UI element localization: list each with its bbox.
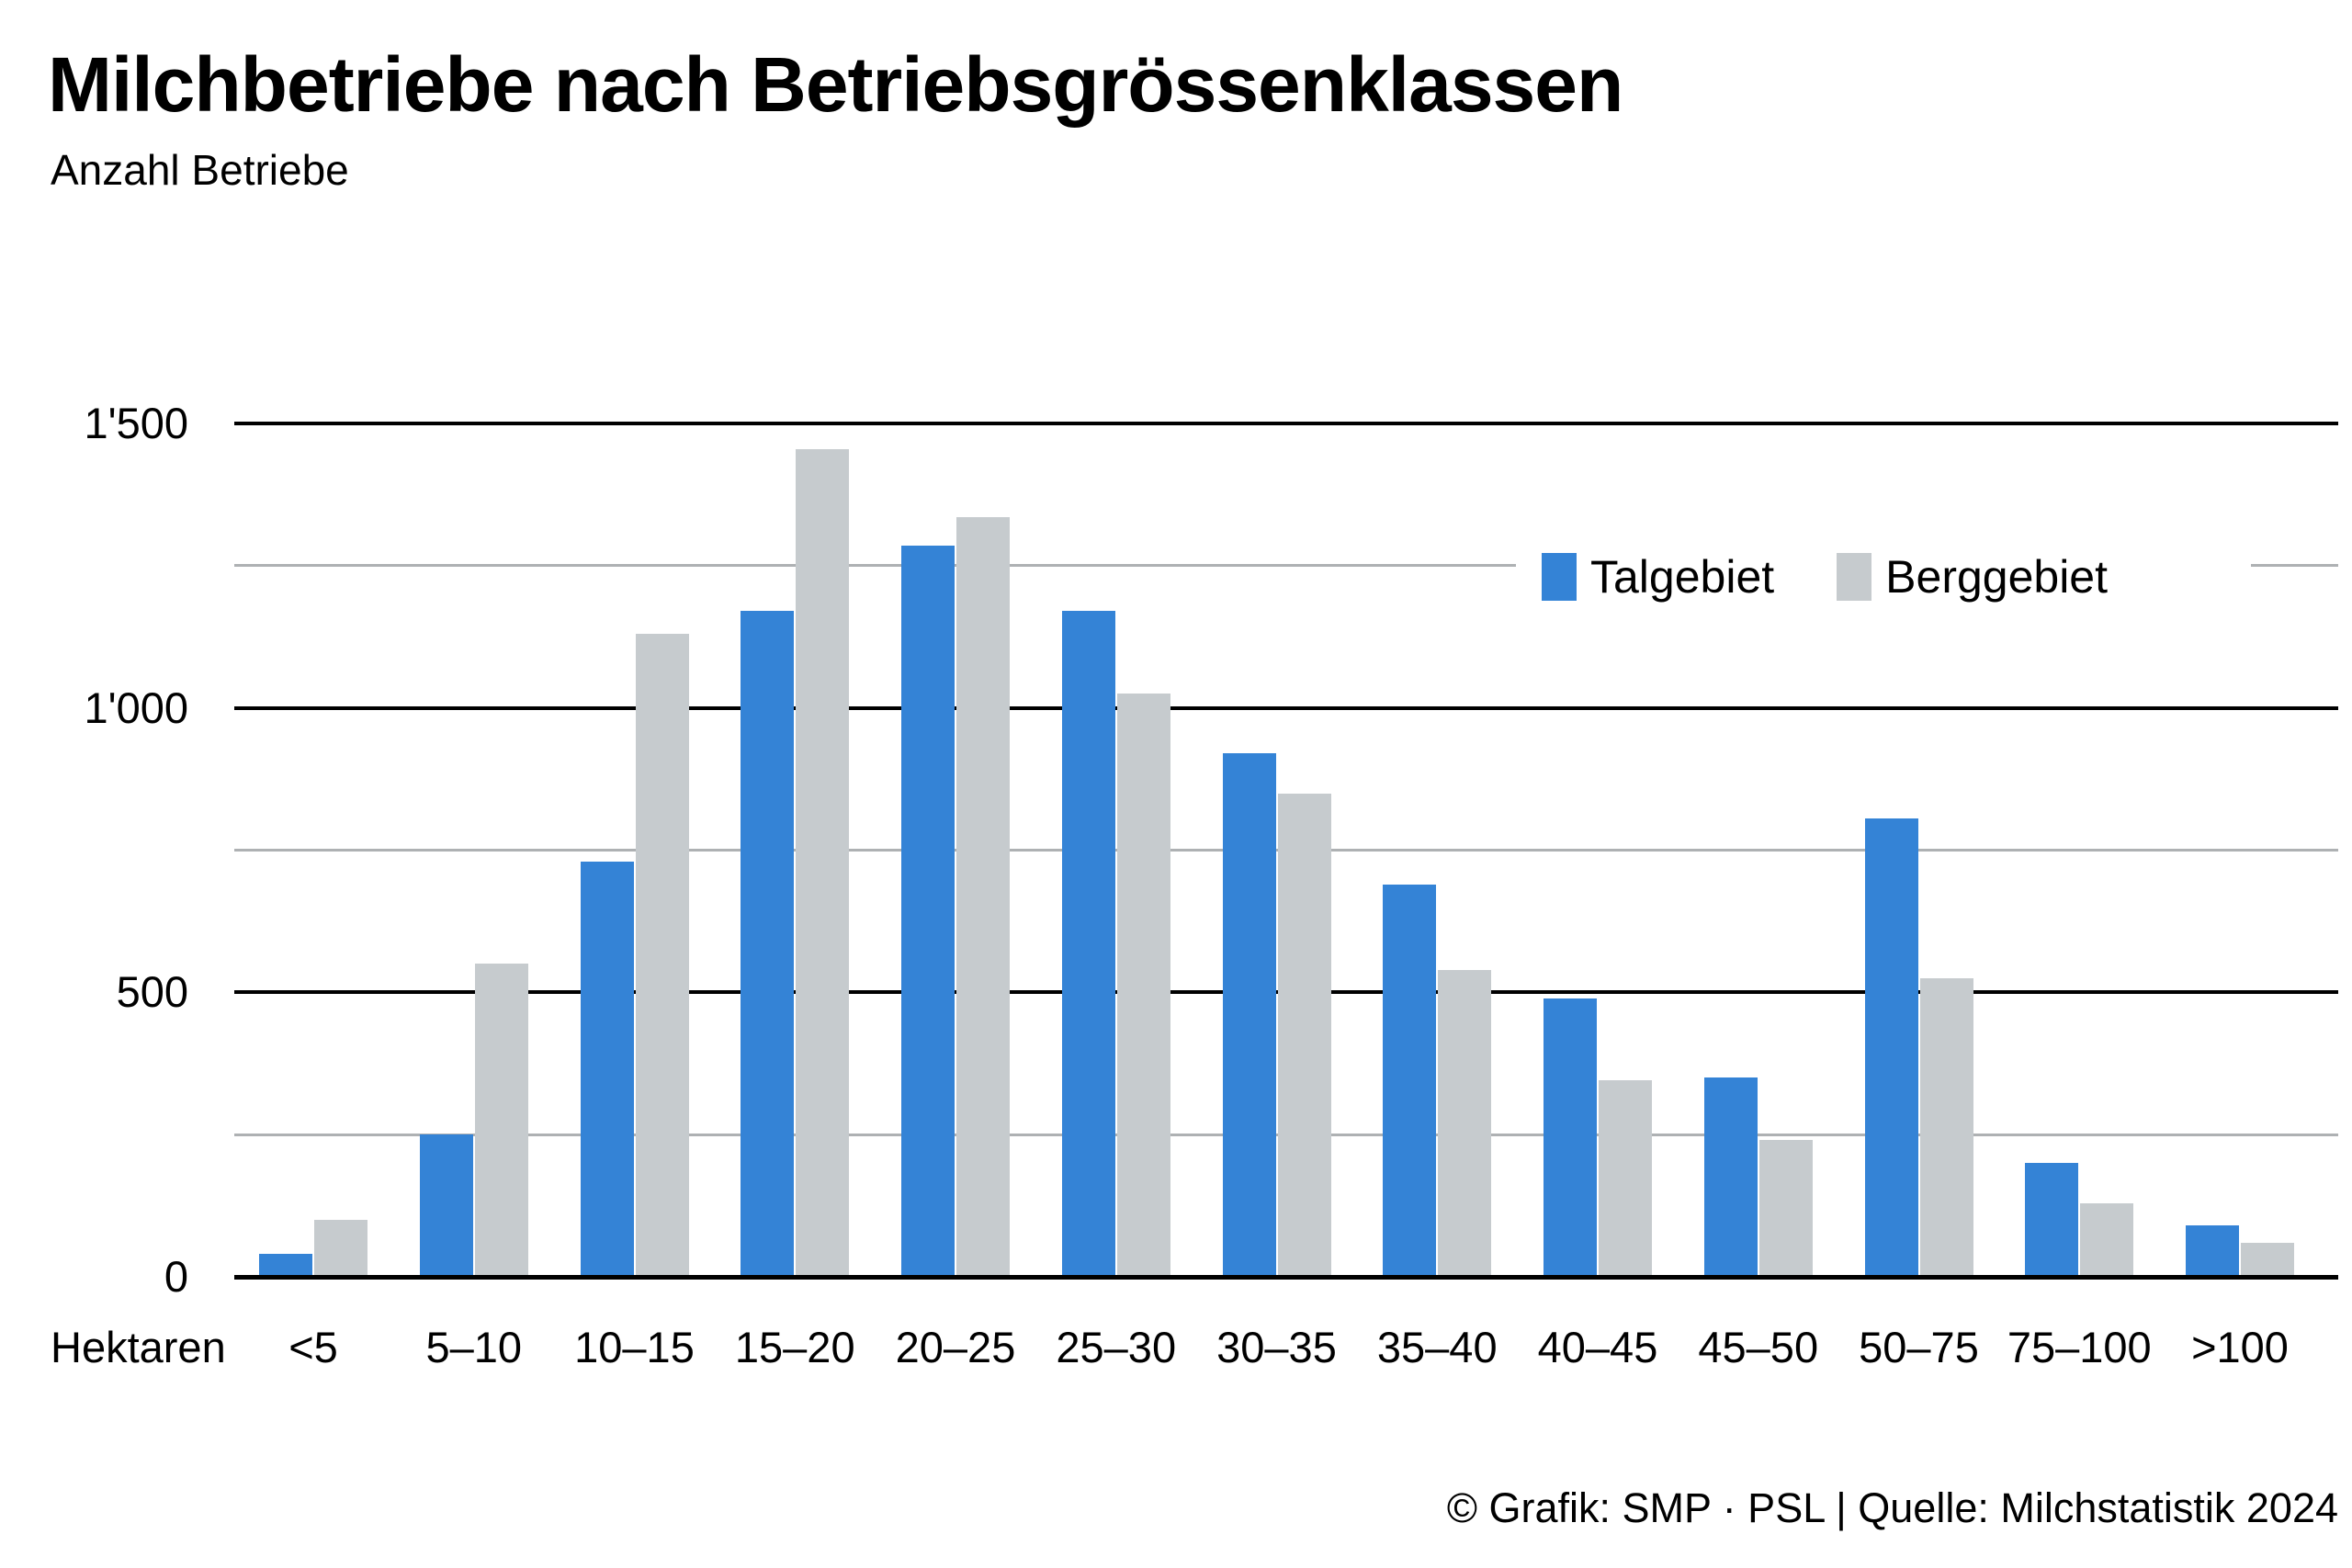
bar-talgebiet-40–45: [1544, 998, 1597, 1277]
legend-talgebiet-swatch: [1542, 553, 1577, 601]
bar-talgebiet-35–40: [1383, 884, 1437, 1277]
legend-berggebiet-label: Berggebiet: [1885, 551, 2109, 603]
x-tick-label-40–45: 40–45: [1537, 1323, 1658, 1371]
x-tick-label-20–25: 20–25: [895, 1323, 1016, 1371]
legend: Talgebiet Berggebiet: [1516, 536, 2251, 617]
x-tick-label-45–50: 45–50: [1698, 1323, 1819, 1371]
legend-talgebiet-label: Talgebiet: [1590, 551, 1775, 603]
x-tick-label-15–20: 15–20: [734, 1323, 855, 1371]
bar-berggebiet->100: [2241, 1242, 2294, 1277]
bar-talgebiet-10–15: [580, 861, 634, 1277]
y-tick-label-500: 500: [116, 967, 188, 1017]
x-tick-label-75–100: 75–100: [2007, 1323, 2152, 1371]
bar-talgebiet-50–75: [1864, 818, 1918, 1277]
x-axis-title: Hektaren: [51, 1323, 226, 1371]
bar-berggebiet-25–30: [1116, 694, 1170, 1277]
x-tick-label-<5: <5: [288, 1323, 338, 1371]
gridline-major-1000: [234, 705, 2338, 710]
bar-chart-plot-area: [234, 422, 2338, 1280]
x-tick-label->100: >100: [2191, 1323, 2289, 1371]
x-tick-label-25–30: 25–30: [1056, 1323, 1177, 1371]
bar-berggebiet-50–75: [1919, 977, 1973, 1277]
bar-talgebiet-75–100: [2025, 1163, 2079, 1277]
x-tick-label-5–10: 5–10: [425, 1323, 523, 1371]
y-axis-title: Anzahl Betriebe: [51, 146, 349, 194]
x-tick-label-30–35: 30–35: [1216, 1323, 1337, 1371]
y-tick-label-1500: 1'500: [84, 399, 188, 447]
bar-berggebiet-40–45: [1599, 1080, 1652, 1277]
bar-talgebiet-15–20: [741, 611, 795, 1277]
bar-berggebiet-75–100: [2080, 1202, 2134, 1277]
page-title: Milchbetriebe nach Betriebsgrössenklasse…: [48, 41, 1623, 128]
bar-berggebiet-35–40: [1438, 969, 1492, 1277]
bar-berggebiet-45–50: [1758, 1140, 1813, 1277]
y-tick-label-1000: 1'000: [84, 682, 188, 732]
x-tick-label-35–40: 35–40: [1376, 1323, 1498, 1371]
bar-talgebiet->100: [2186, 1225, 2239, 1277]
y-tick-label-0: 0: [164, 1252, 188, 1301]
bar-berggebiet-5–10: [474, 964, 528, 1277]
gridline-minor-1250: [234, 564, 2338, 568]
bar-berggebiet-10–15: [635, 634, 689, 1277]
bar-talgebiet-25–30: [1061, 611, 1115, 1277]
x-axis-baseline: [234, 1274, 2338, 1280]
gridline-major-1500: [234, 422, 2338, 425]
source-credit: © Grafik: SMP · PSL | Quelle: Milchstati…: [1446, 1484, 2338, 1531]
bar-talgebiet-5–10: [419, 1134, 473, 1277]
bar-talgebiet-<5: [259, 1254, 312, 1277]
legend-berggebiet-swatch: [1837, 553, 1872, 601]
bar-berggebiet-<5: [314, 1220, 368, 1277]
bar-talgebiet-45–50: [1703, 1077, 1758, 1277]
x-tick-label-50–75: 50–75: [1859, 1323, 1979, 1371]
bar-talgebiet-30–35: [1222, 753, 1276, 1277]
bar-talgebiet-20–25: [901, 546, 955, 1277]
bar-berggebiet-15–20: [796, 448, 850, 1277]
bar-berggebiet-30–35: [1277, 793, 1331, 1277]
x-tick-label-10–15: 10–15: [574, 1323, 695, 1371]
bar-berggebiet-20–25: [956, 517, 1010, 1277]
